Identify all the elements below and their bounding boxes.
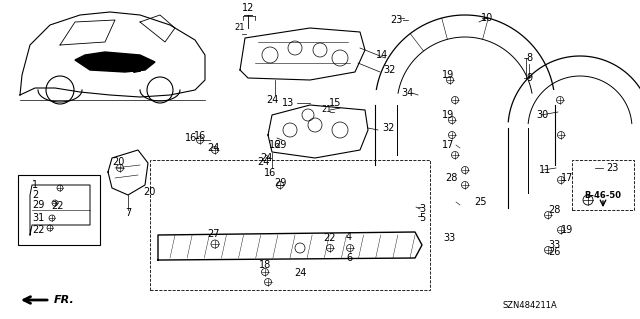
Text: 29: 29 xyxy=(32,200,44,210)
Text: 24: 24 xyxy=(266,95,278,105)
Text: 27: 27 xyxy=(207,229,220,239)
Text: 22: 22 xyxy=(324,233,336,243)
Text: 14: 14 xyxy=(376,50,388,60)
Text: 18: 18 xyxy=(259,260,271,270)
Text: 2: 2 xyxy=(32,190,38,200)
Text: 5: 5 xyxy=(419,213,425,223)
Text: 23: 23 xyxy=(606,163,618,173)
Text: 16: 16 xyxy=(185,133,197,143)
Polygon shape xyxy=(75,52,155,72)
Text: 22: 22 xyxy=(51,201,63,211)
Text: 11: 11 xyxy=(539,165,551,175)
Text: 21: 21 xyxy=(322,106,332,115)
Text: 26: 26 xyxy=(548,247,561,257)
Text: 31: 31 xyxy=(32,213,44,223)
Text: 6: 6 xyxy=(346,253,352,263)
Text: 16: 16 xyxy=(194,131,206,141)
Text: 7: 7 xyxy=(125,208,131,218)
Text: 1: 1 xyxy=(32,180,38,190)
Text: SZN484211A: SZN484211A xyxy=(502,300,557,309)
Text: 10: 10 xyxy=(481,13,493,23)
Text: 28: 28 xyxy=(548,205,561,215)
Text: 20: 20 xyxy=(143,187,155,197)
Text: 13: 13 xyxy=(282,98,294,108)
Text: 8: 8 xyxy=(526,53,532,63)
Text: 32: 32 xyxy=(383,65,396,75)
Text: 3: 3 xyxy=(419,204,425,214)
Text: 24: 24 xyxy=(294,268,306,278)
Text: 29: 29 xyxy=(274,140,286,150)
Text: 19: 19 xyxy=(442,110,454,120)
Text: 9: 9 xyxy=(526,73,532,83)
Bar xyxy=(572,160,634,210)
Text: 33: 33 xyxy=(548,240,560,250)
Text: 16: 16 xyxy=(264,168,276,178)
Text: 33: 33 xyxy=(444,233,456,243)
Text: FR.: FR. xyxy=(54,295,75,305)
Text: 17: 17 xyxy=(561,173,573,183)
Text: 19: 19 xyxy=(442,70,454,80)
Bar xyxy=(18,175,100,245)
Text: 23: 23 xyxy=(390,15,402,25)
Bar xyxy=(150,160,430,290)
Text: 4: 4 xyxy=(346,232,352,242)
Text: 24: 24 xyxy=(207,143,219,153)
Text: 16: 16 xyxy=(269,140,281,150)
Text: 17: 17 xyxy=(442,140,454,150)
Text: 22: 22 xyxy=(32,225,45,235)
Text: 32: 32 xyxy=(382,123,394,133)
Text: 20: 20 xyxy=(112,157,124,167)
Text: 34: 34 xyxy=(401,88,413,98)
Text: 21: 21 xyxy=(235,24,245,33)
Text: 24: 24 xyxy=(257,157,269,167)
Text: 29: 29 xyxy=(274,178,286,188)
Text: 28: 28 xyxy=(445,173,458,183)
Text: 15: 15 xyxy=(329,98,341,108)
Text: 19: 19 xyxy=(561,225,573,235)
Text: 30: 30 xyxy=(536,110,548,120)
Text: 24: 24 xyxy=(260,153,272,163)
Text: B-46-50: B-46-50 xyxy=(584,190,621,199)
Text: 12: 12 xyxy=(242,3,254,13)
Text: 25: 25 xyxy=(474,197,487,207)
